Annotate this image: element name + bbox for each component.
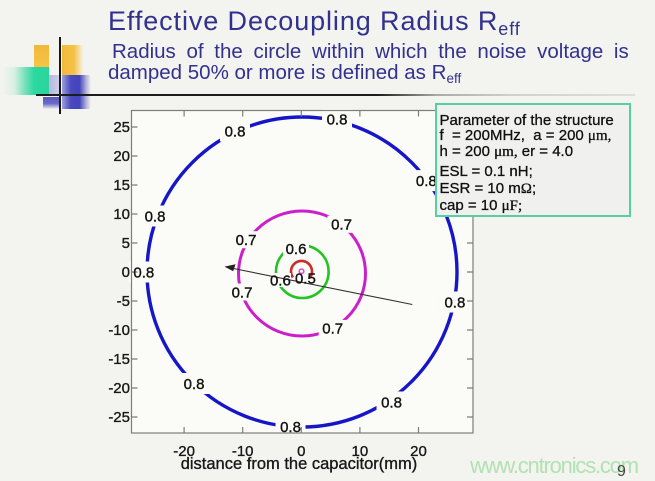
svg-text:0.8: 0.8	[280, 419, 301, 436]
svg-text:15: 15	[113, 177, 130, 194]
svg-text:-5: -5	[117, 293, 130, 310]
svg-text:10: 10	[352, 443, 369, 460]
svg-text:-20: -20	[108, 380, 130, 397]
svg-text:0: 0	[297, 443, 305, 460]
svg-text:0.7: 0.7	[232, 284, 253, 301]
svg-text:0.8: 0.8	[444, 294, 465, 311]
svg-text:0.6: 0.6	[286, 241, 307, 258]
svg-text:-25: -25	[108, 409, 130, 426]
svg-text:0.8: 0.8	[133, 264, 154, 281]
svg-text:0.5: 0.5	[295, 271, 316, 288]
svg-text:10: 10	[113, 206, 130, 223]
svg-text:distance from the capacitor(mm: distance from the capacitor(mm)	[181, 455, 418, 473]
svg-text:20: 20	[410, 443, 427, 460]
svg-text:0.7: 0.7	[236, 232, 257, 249]
svg-text:0.7: 0.7	[331, 217, 352, 234]
svg-text:0.8: 0.8	[381, 394, 402, 411]
svg-text:0.7: 0.7	[322, 321, 343, 338]
svg-text:-10: -10	[232, 443, 254, 460]
svg-text:-10: -10	[108, 322, 130, 339]
svg-text:25: 25	[113, 119, 130, 136]
svg-text:0.8: 0.8	[145, 208, 166, 225]
svg-text:-20: -20	[173, 443, 195, 460]
svg-text:0: 0	[122, 264, 130, 281]
svg-text:-15: -15	[108, 351, 130, 368]
svg-text:5: 5	[122, 235, 130, 252]
svg-text:0.6: 0.6	[270, 272, 291, 289]
svg-text:0.8: 0.8	[184, 376, 205, 393]
svg-text:0.8: 0.8	[416, 173, 437, 190]
svg-text:0.8: 0.8	[327, 112, 348, 129]
svg-text:20: 20	[113, 148, 130, 165]
svg-text:0.8: 0.8	[225, 123, 246, 140]
